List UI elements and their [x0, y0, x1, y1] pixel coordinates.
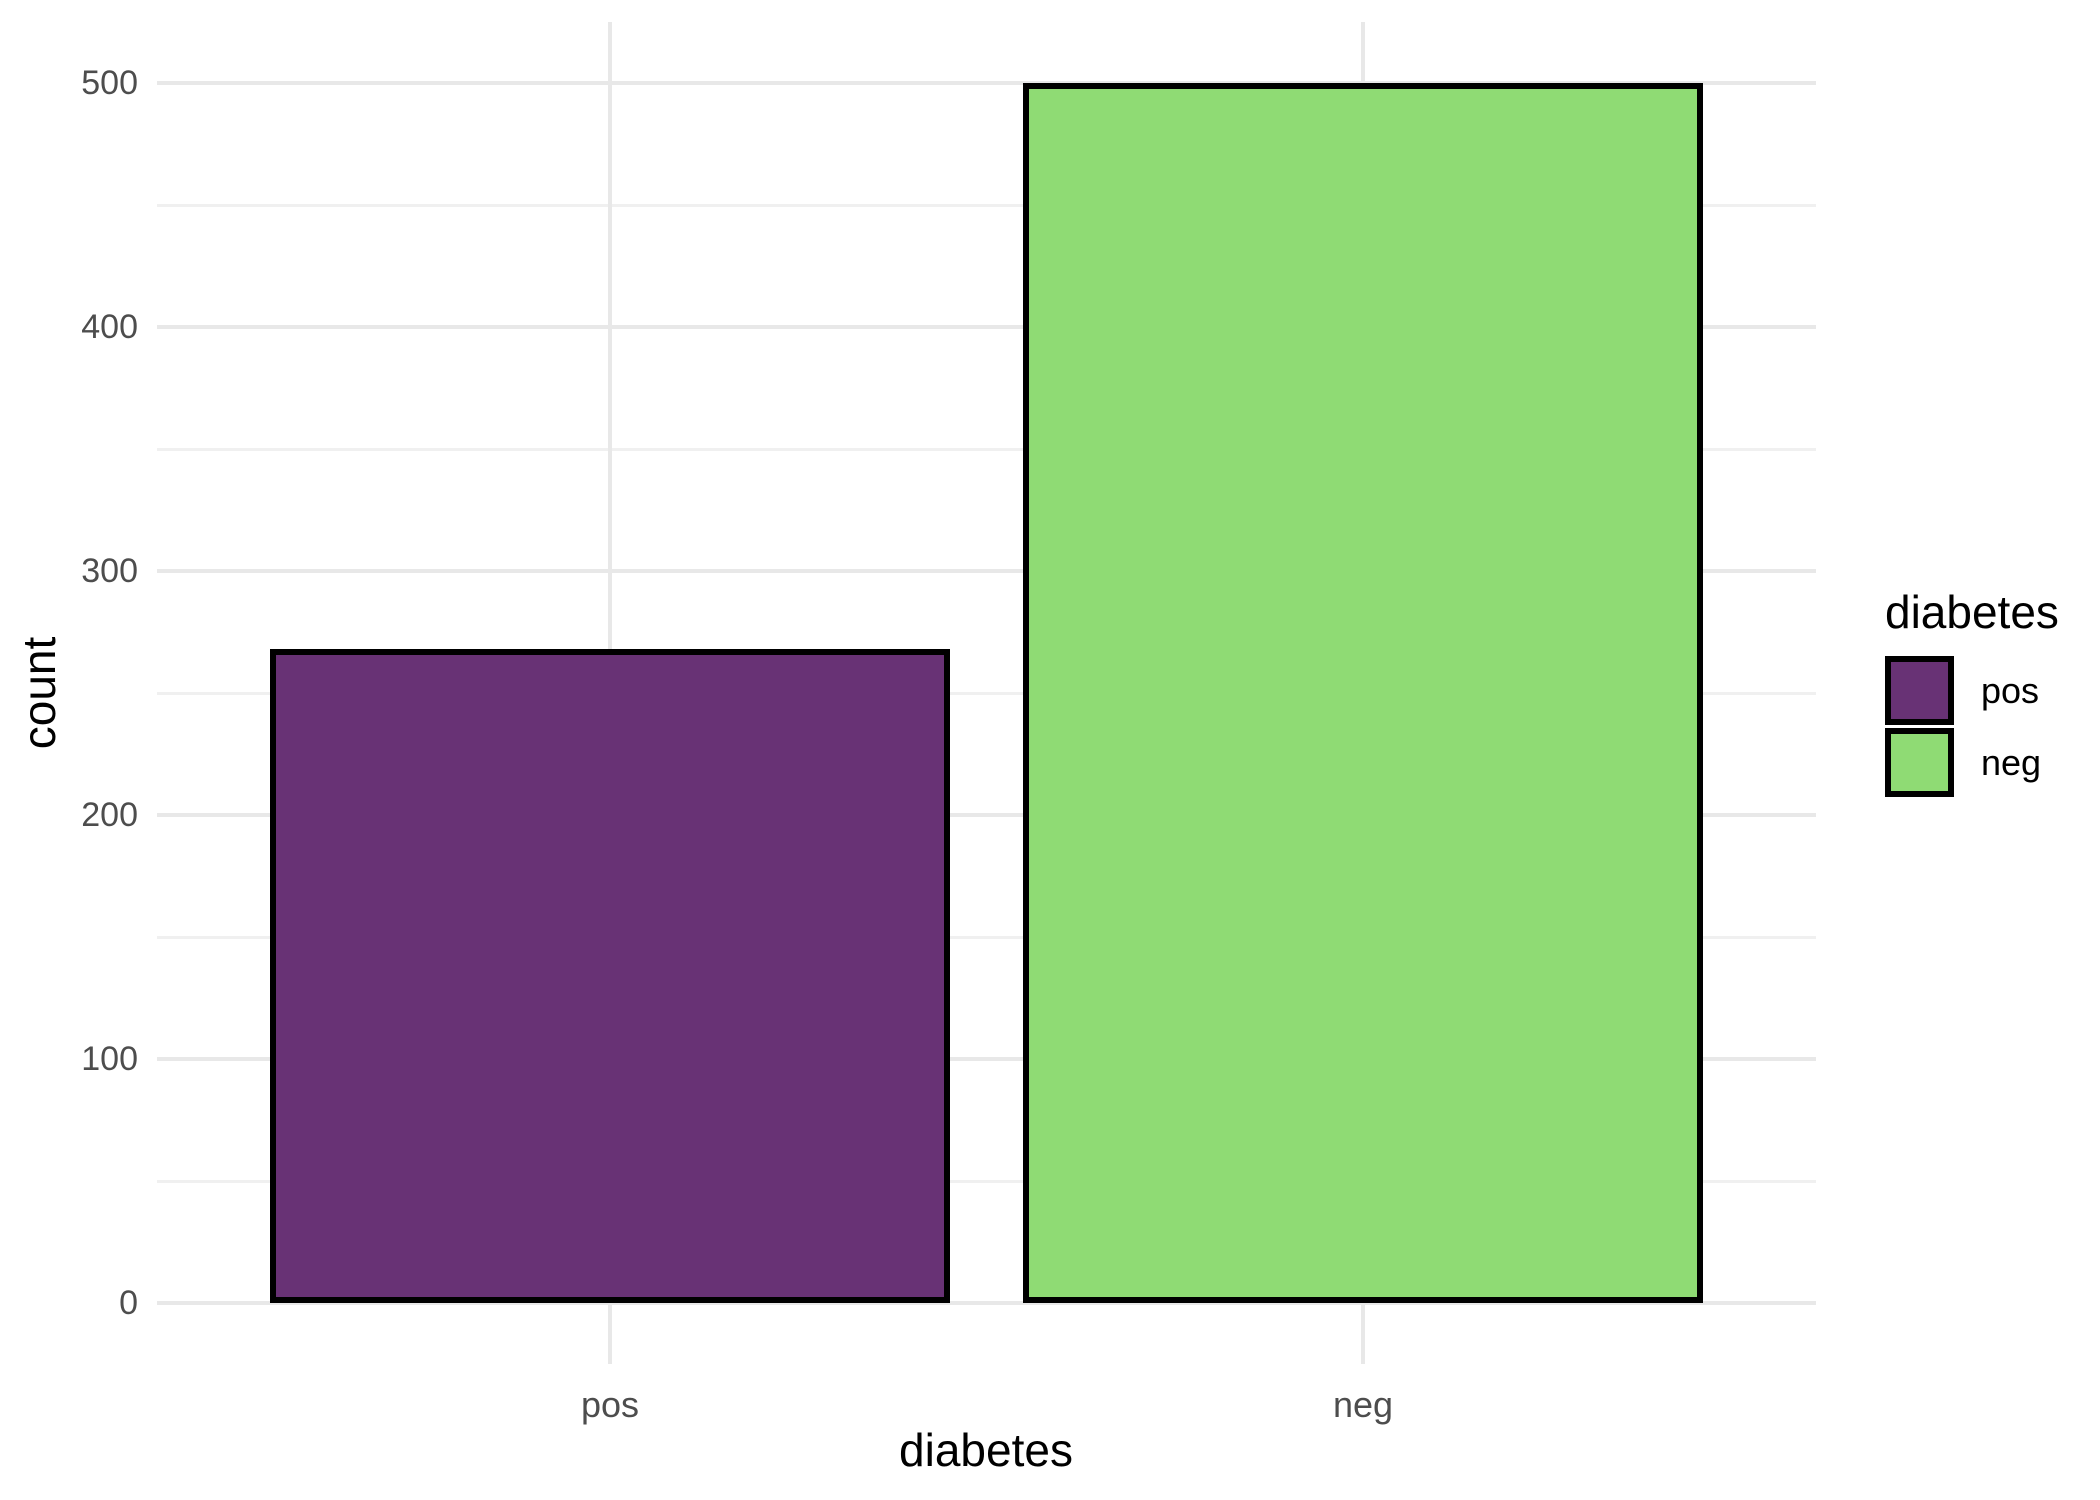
legend-entry-neg: neg [1885, 728, 2100, 797]
y-tick-label-300: 300 [81, 552, 138, 590]
gridline-minor-y50 [157, 1180, 1816, 1183]
x-axis-title: diabetes [899, 1424, 1073, 1476]
x-tick-label-pos: pos [580, 1384, 640, 1425]
bar-pos [270, 649, 950, 1303]
gridline-major-y100 [157, 1057, 1816, 1061]
gridline-major-y500 [157, 81, 1816, 85]
legend-key-pos-swatch [1885, 656, 1954, 725]
legend-title: diabetes [1885, 586, 2059, 638]
y-tick-label-100: 100 [81, 1040, 138, 1078]
legend-label-pos: pos [1981, 669, 2040, 711]
bar-neg [1023, 83, 1703, 1303]
y-tick-label-0: 0 [119, 1284, 138, 1322]
legend-label-neg: neg [1981, 741, 2042, 783]
gridline-minor-y450 [157, 204, 1816, 207]
plot-panel [157, 22, 1816, 1364]
y-tick-label-200: 200 [81, 796, 138, 834]
legend-entry-pos: pos [1885, 656, 2100, 725]
gridline-major-y300 [157, 569, 1816, 573]
gridline-minor-y350 [157, 448, 1816, 451]
legend: diabetes pos neg [1885, 588, 2100, 800]
gridline-minor-y150 [157, 936, 1816, 939]
y-tick-label-400: 400 [81, 308, 138, 346]
gridline-minor-y250 [157, 692, 1816, 695]
x-tick-label-neg: neg [1332, 1384, 1394, 1425]
gridline-major-y400 [157, 325, 1816, 329]
legend-key-neg-swatch [1885, 728, 1954, 797]
gridline-major-y200 [157, 813, 1816, 817]
gridline-major-y0 [157, 1301, 1816, 1305]
y-tick-label-500: 500 [81, 64, 138, 102]
